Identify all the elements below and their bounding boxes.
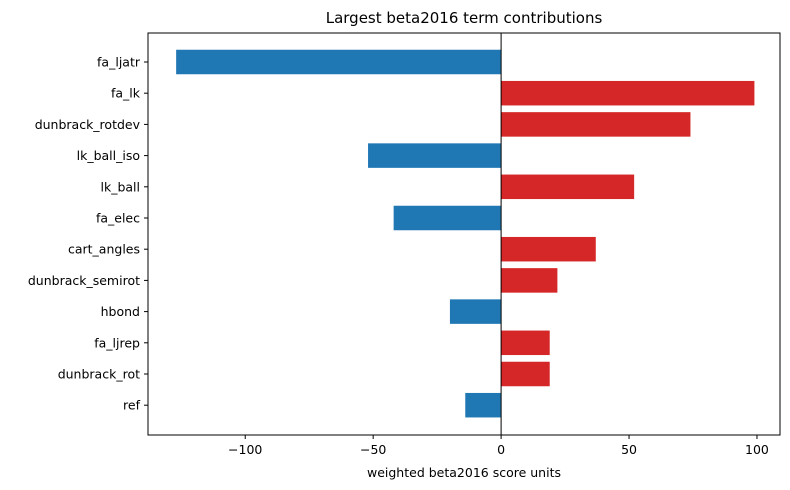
bar-cart-angles bbox=[501, 236, 596, 262]
bar-hbond bbox=[449, 299, 502, 324]
plot-frame bbox=[147, 32, 781, 436]
bar-fa-ljrep bbox=[501, 330, 550, 356]
x-tick-label: −100 bbox=[228, 442, 262, 457]
y-tick-label: dunbrack_rot bbox=[58, 367, 140, 382]
x-tick-label: −50 bbox=[360, 442, 386, 457]
x-axis: −100 −50 0 50 100 bbox=[228, 435, 769, 457]
bar-ref bbox=[465, 392, 502, 418]
y-axis: fa_ljatr fa_lk dunbrack_rotdev lk_ball_isol… bbox=[28, 55, 148, 413]
y-tick-label: fa_ljatr bbox=[97, 55, 141, 70]
chart-title: Largest beta2016 term contributions bbox=[326, 9, 603, 27]
y-tick-label: fa_elec bbox=[96, 211, 140, 226]
y-tick-label: dunbrack_semirot bbox=[28, 273, 140, 288]
bar-lk-ball-iso bbox=[368, 143, 502, 168]
x-tick-label: 50 bbox=[621, 442, 637, 457]
bar-dunbrack-rot bbox=[501, 361, 550, 387]
y-tick-label: lk_ball bbox=[100, 179, 140, 194]
bar-dunbrack-rotdev bbox=[501, 112, 691, 137]
bar-fa-lk bbox=[501, 80, 755, 106]
bar-fa-elec bbox=[393, 205, 502, 231]
y-tick-label: fa_lk bbox=[111, 86, 141, 101]
y-tick-label: fa_ljrep bbox=[94, 335, 140, 350]
y-tick-label: lk_ball_iso bbox=[77, 148, 140, 163]
y-tick-label: cart_angles bbox=[68, 242, 140, 257]
bar-fa-ljatr bbox=[176, 49, 502, 75]
y-tick-label: hbond bbox=[101, 304, 140, 319]
bar-lk-ball bbox=[501, 174, 635, 200]
bars-group bbox=[176, 49, 755, 418]
x-axis-label: weighted beta2016 score units bbox=[367, 465, 561, 480]
x-tick-label: 100 bbox=[745, 442, 769, 457]
y-tick-label: ref bbox=[123, 398, 141, 413]
y-tick-label: dunbrack_rotdev bbox=[35, 117, 141, 132]
bar-dunbrack-semirot bbox=[501, 268, 558, 293]
x-tick-label: 0 bbox=[497, 442, 505, 457]
